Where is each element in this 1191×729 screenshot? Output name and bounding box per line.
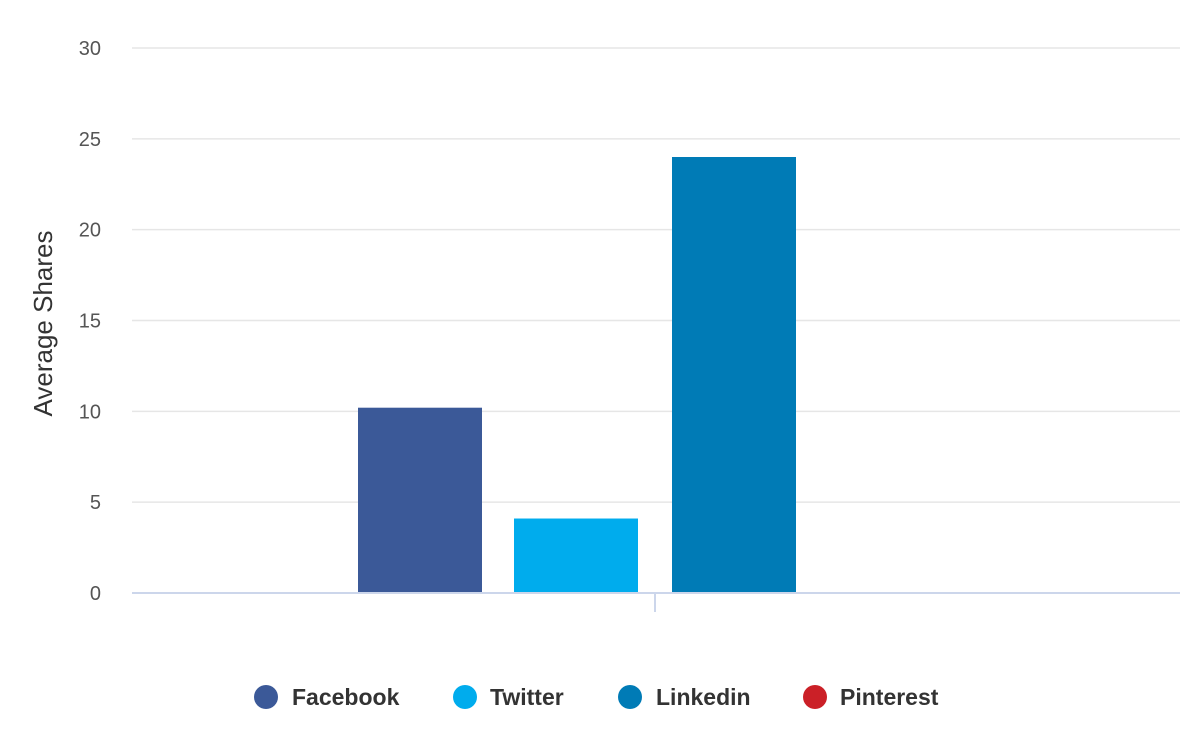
legend-label: Linkedin xyxy=(656,684,751,710)
y-tick-label: 5 xyxy=(90,492,101,514)
legend-marker xyxy=(254,685,278,709)
legend-marker xyxy=(618,685,642,709)
gridlines xyxy=(132,47,1180,503)
legend-label: Facebook xyxy=(292,684,400,710)
legend-item-twitter[interactable]: Twitter xyxy=(453,684,564,710)
y-tick-label: 10 xyxy=(79,401,101,423)
legend-item-facebook[interactable]: Facebook xyxy=(254,684,400,710)
y-axis-ticks: 0 5 10 15 20 25 30 xyxy=(79,38,101,605)
bar-twitter[interactable] xyxy=(514,518,638,593)
x-axis xyxy=(132,592,1180,612)
y-tick-label: 25 xyxy=(79,129,101,151)
legend-label: Pinterest xyxy=(840,684,939,710)
legend-item-pinterest[interactable]: Pinterest xyxy=(803,684,939,710)
bars xyxy=(358,157,796,593)
y-tick-label: 30 xyxy=(79,38,101,60)
legend-marker xyxy=(803,685,827,709)
bar-linkedin[interactable] xyxy=(672,157,796,593)
legend-marker xyxy=(453,685,477,709)
y-axis-title: Average Shares xyxy=(28,231,58,417)
y-tick-label: 0 xyxy=(90,583,101,605)
bar-facebook[interactable] xyxy=(358,407,482,593)
legend-label: Twitter xyxy=(490,684,564,710)
y-tick-label: 20 xyxy=(79,220,101,242)
legend-item-linkedin[interactable]: Linkedin xyxy=(618,684,751,710)
y-tick-label: 15 xyxy=(79,311,101,333)
legend: Facebook Twitter Linkedin Pinterest xyxy=(254,684,939,710)
